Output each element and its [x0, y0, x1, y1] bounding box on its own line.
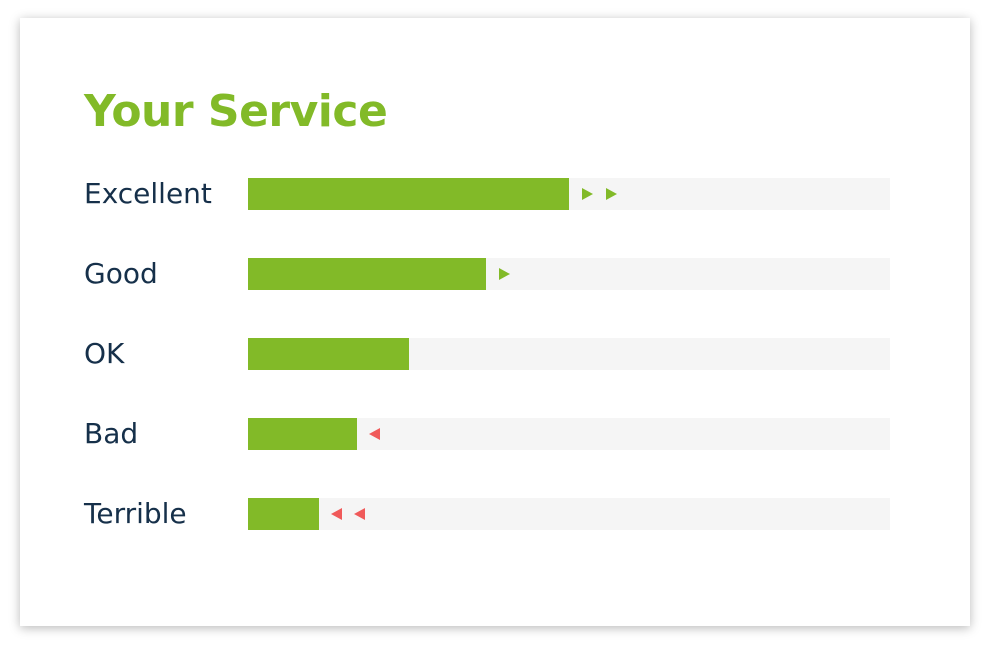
triangle-left-icon	[354, 508, 365, 520]
service-rating-card: Your Service Excellent Good OK Bad Terrible	[20, 18, 970, 626]
rating-label: Bad	[84, 417, 139, 450]
rating-row-ok: OK	[84, 337, 890, 370]
rating-bar-track	[248, 498, 890, 530]
rating-row-bad: Bad	[84, 417, 890, 450]
rating-bar-fill	[248, 338, 409, 370]
rating-bar-fill	[248, 418, 357, 450]
trend-indicator	[319, 498, 365, 530]
rating-label: Excellent	[84, 177, 212, 210]
rating-label: Good	[84, 257, 158, 290]
triangle-left-icon	[369, 428, 380, 440]
rating-bar-track	[248, 418, 890, 450]
trend-indicator	[569, 178, 617, 210]
triangle-right-icon	[499, 268, 510, 280]
card-title: Your Service	[84, 86, 388, 137]
rating-bar-track	[248, 178, 890, 210]
rating-bar-fill	[248, 178, 569, 210]
rating-row-good: Good	[84, 257, 890, 290]
trend-indicator	[357, 418, 380, 450]
rating-label: Terrible	[84, 497, 187, 530]
trend-indicator	[486, 258, 510, 290]
rating-row-terrible: Terrible	[84, 497, 890, 530]
triangle-right-icon	[606, 188, 617, 200]
rating-bar-track	[248, 258, 890, 290]
triangle-left-icon	[331, 508, 342, 520]
rating-row-excellent: Excellent	[84, 177, 890, 210]
rating-bar-track	[248, 338, 890, 370]
rating-bar-fill	[248, 498, 319, 530]
triangle-right-icon	[582, 188, 593, 200]
rating-label: OK	[84, 337, 125, 370]
rating-bar-fill	[248, 258, 486, 290]
